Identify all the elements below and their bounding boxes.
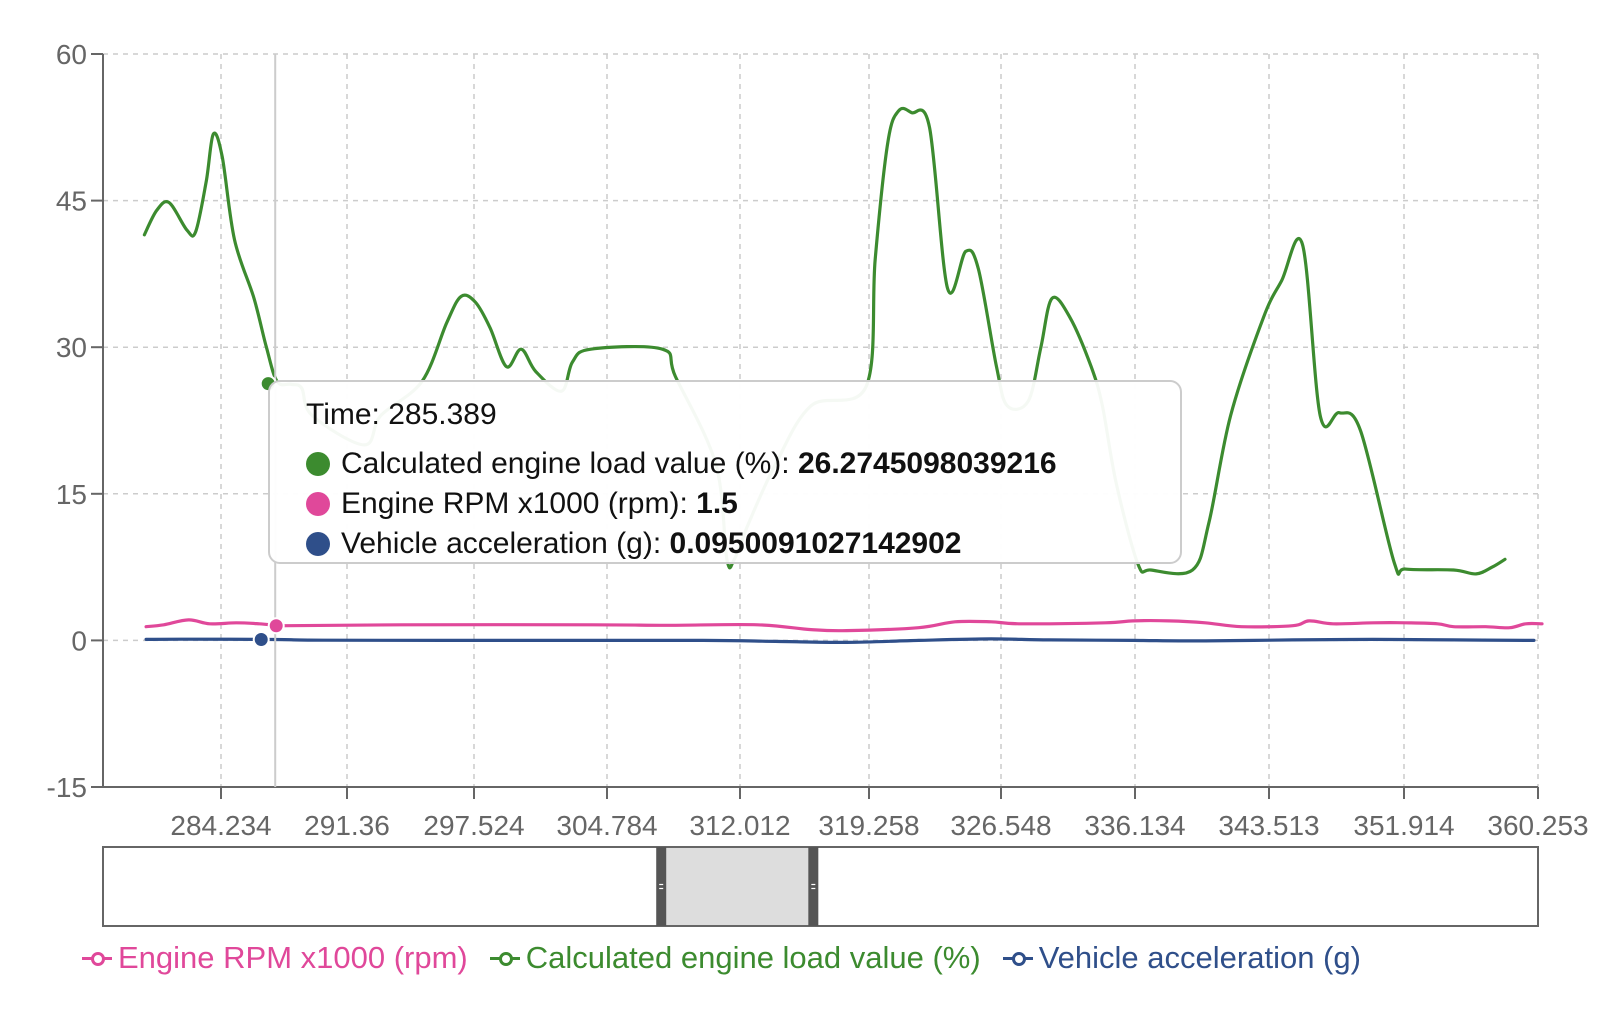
hover-point-vehicle-acceleration	[252, 630, 270, 648]
x-tick-label: 297.524	[423, 810, 524, 841]
line-marker-icon	[82, 951, 112, 966]
legend-label: Calculated engine load value (%)	[525, 940, 981, 975]
hover-point-engine-rpm	[267, 617, 285, 635]
tooltip-series-value: 0.0950091027142902	[669, 527, 962, 560]
line-marker-icon	[489, 951, 520, 966]
legend-item-vehicle-acceleration[interactable]: Vehicle acceleration (g)	[1002, 940, 1361, 976]
x-tick-label: 360.253	[1487, 810, 1588, 841]
brush-handle-left[interactable]	[656, 847, 667, 926]
brush-frame[interactable]	[102, 846, 1539, 927]
legend: Engine RPM x1000 (rpm) Calculated engine…	[82, 936, 1383, 980]
tooltip-series-value: 26.2745098039216	[797, 447, 1057, 480]
x-tick-label: 336.134	[1084, 810, 1185, 841]
tooltip-series-name: Calculated engine load value (%)	[341, 447, 782, 480]
y-tick-label: 60	[56, 39, 87, 70]
tooltip-row-vehicle-acceleration: Vehicle acceleration (g): 0.095009102714…	[306, 524, 1144, 564]
y-tick-label: 45	[56, 186, 87, 217]
engine-load-dot-icon	[306, 452, 330, 476]
x-tick-label: 291.36	[304, 810, 390, 841]
x-tick-label: 312.012	[689, 810, 790, 841]
legend-item-engine-rpm[interactable]: Engine RPM x1000 (rpm)	[82, 940, 468, 976]
brush-handle-right[interactable]	[808, 847, 819, 926]
engine-rpm-dot-icon	[306, 492, 330, 516]
x-tick-label: 343.513	[1218, 810, 1319, 841]
x-tick-label: 319.258	[818, 810, 919, 841]
range-brush[interactable]	[102, 846, 1539, 927]
y-tick-label: 15	[56, 479, 87, 510]
series-line-vehicle-acceleration	[144, 637, 1536, 645]
series-line-engine-rpm	[144, 618, 1544, 633]
tooltip-row-engine-load: Calculated engine load value (%): 26.274…	[306, 444, 1144, 484]
tooltip-series-value: 1.5	[696, 487, 738, 520]
y-tick-label: 30	[56, 332, 87, 363]
axes: -15 0 15 30 45 60 284.234 291.36 297.524 304.784 3…	[47, 39, 1589, 841]
x-tick-label: 304.784	[556, 810, 657, 841]
tooltip: Time: 285.389 Calculated engine load val…	[268, 380, 1182, 564]
y-tick-label: -15	[47, 772, 87, 803]
y-tick-label: 0	[71, 625, 87, 656]
x-tick-label: 326.548	[950, 810, 1051, 841]
tooltip-series-name: Engine RPM x1000 (rpm)	[341, 487, 680, 520]
vehicle-acceleration-dot-icon	[306, 532, 330, 556]
tooltip-title: Time: 285.389	[306, 398, 497, 431]
tooltip-series-name: Vehicle acceleration (g)	[341, 527, 653, 560]
x-tick-label: 351.914	[1353, 810, 1454, 841]
legend-label: Engine RPM x1000 (rpm)	[118, 940, 468, 975]
x-tick-label: 284.234	[170, 810, 271, 841]
tooltip-row-engine-rpm: Engine RPM x1000 (rpm): 1.5	[306, 484, 1144, 524]
line-marker-icon	[1002, 951, 1033, 966]
legend-label: Vehicle acceleration (g)	[1038, 940, 1361, 975]
legend-item-engine-load[interactable]: Calculated engine load value (%)	[489, 940, 981, 976]
grid	[103, 53, 1539, 788]
brush-selection[interactable]	[661, 848, 814, 925]
